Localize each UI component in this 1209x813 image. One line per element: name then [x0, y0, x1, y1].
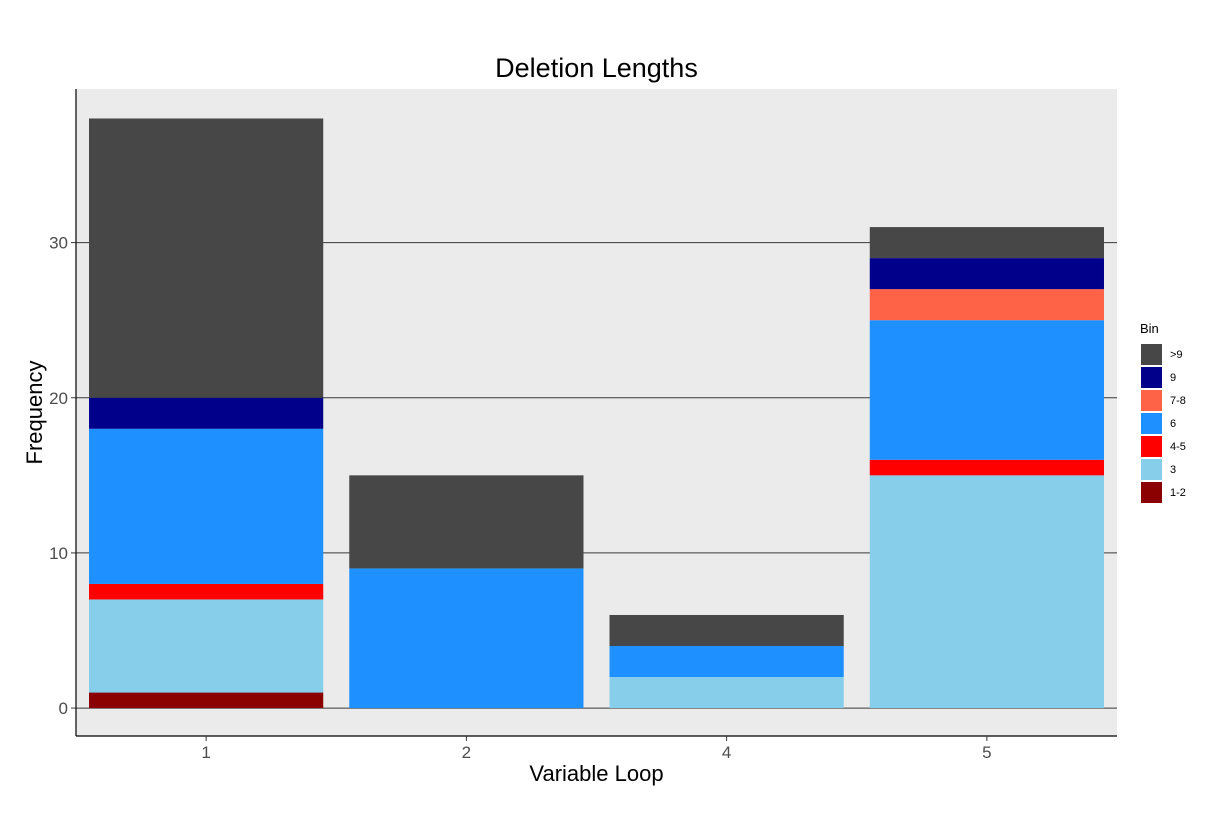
bar-segment-1-3: [89, 599, 324, 693]
bar-segment-5-4-5: [869, 459, 1104, 476]
y-tick-label: 20: [49, 389, 68, 408]
legend-key: [1141, 344, 1162, 365]
bar-segment-4-3: [609, 677, 844, 709]
bar-segment-2->9: [349, 475, 584, 569]
y-tick-label: 10: [49, 544, 68, 563]
legend-key: [1141, 413, 1162, 434]
legend-label: 4-5: [1170, 441, 1186, 453]
y-tick-label: 0: [59, 699, 68, 718]
bar-segment-5-3: [869, 475, 1104, 709]
legend-title: Bin: [1140, 321, 1159, 336]
x-tick-labels: 1 2 4 5: [201, 736, 992, 762]
bar-segment-4->9: [609, 614, 844, 647]
y-axis-title: Frequency: [22, 361, 47, 465]
bar-segment-5-9: [869, 258, 1104, 290]
chart-title: Deletion Lengths: [495, 53, 698, 83]
legend-label: 1-2: [1170, 487, 1186, 499]
y-tick-label: 30: [49, 234, 68, 253]
x-tick-label: 2: [462, 743, 471, 762]
bar-segment-1->9: [89, 118, 324, 398]
legend-label: 3: [1170, 464, 1176, 476]
legend-label: 7-8: [1170, 395, 1186, 407]
bars: [89, 118, 1104, 709]
bar-segment-1-9: [89, 397, 324, 429]
bar-segment-1-6: [89, 428, 324, 584]
bar-segment-1-4-5: [89, 583, 324, 600]
legend-label: 9: [1170, 372, 1176, 384]
bar-segment-5->9: [869, 227, 1104, 259]
legend-key: [1141, 367, 1162, 388]
bar-segment-4-6: [609, 646, 844, 678]
legend-key: [1141, 436, 1162, 457]
bar-segment-2-6: [349, 568, 584, 709]
legend-key: [1141, 390, 1162, 411]
x-tick-label: 5: [982, 743, 991, 762]
legend-key: [1141, 482, 1162, 503]
legend-label: >9: [1170, 349, 1183, 361]
bar-segment-1-1-2: [89, 692, 324, 709]
x-axis-title: Variable Loop: [529, 761, 663, 786]
x-tick-label: 1: [201, 743, 210, 762]
legend: Bin >9 9 7-8 6 4-5 3 1-2: [1140, 321, 1186, 503]
x-tick-label: 4: [722, 743, 731, 762]
legend-key: [1141, 459, 1162, 480]
bar-segment-5-7-8: [869, 289, 1104, 321]
y-tick-labels: 0 10 20 30: [49, 234, 76, 718]
legend-label: 6: [1170, 418, 1176, 430]
axes: [75, 89, 1117, 737]
bar-segment-5-6: [869, 320, 1104, 460]
